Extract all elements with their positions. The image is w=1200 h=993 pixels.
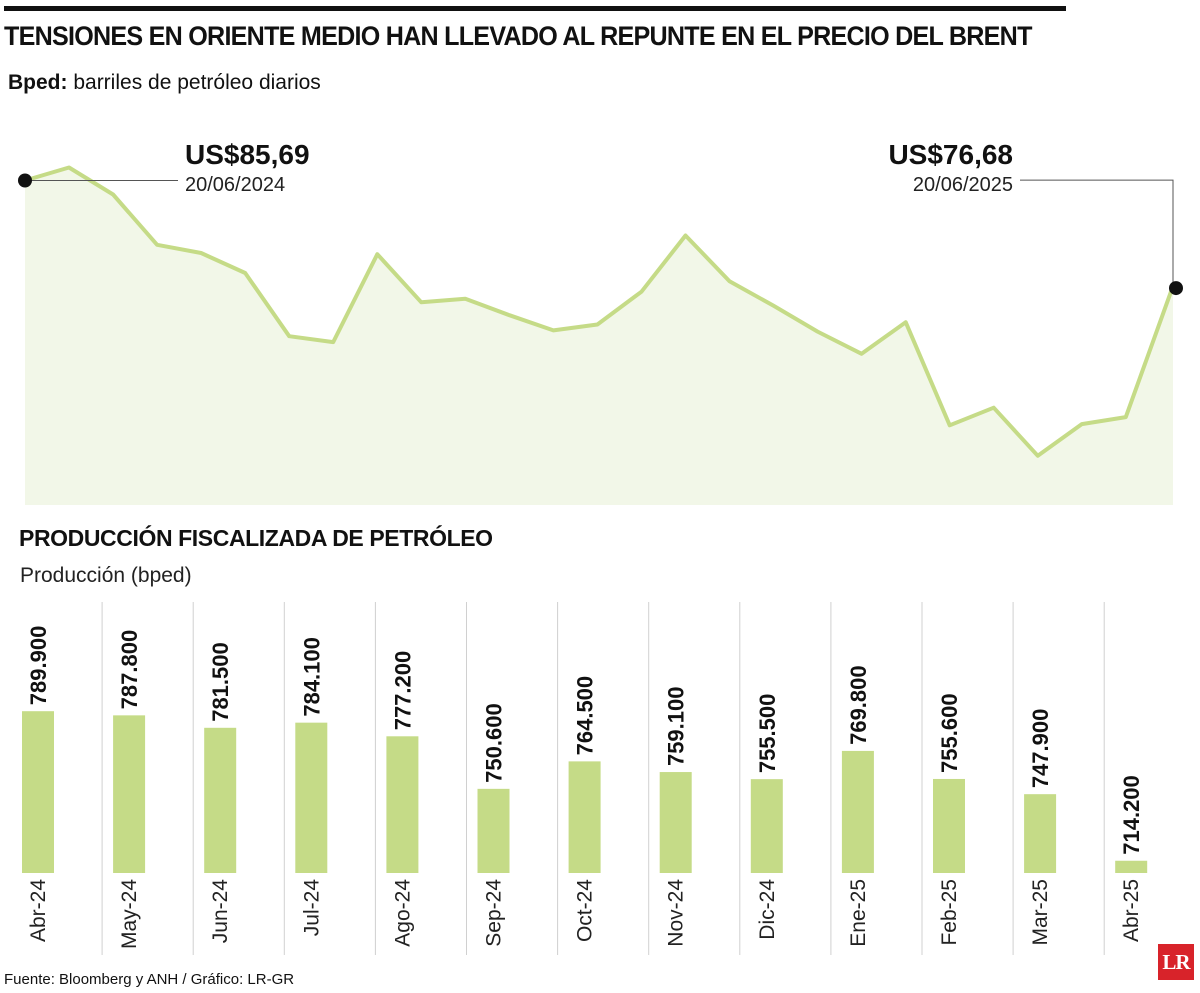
bar-value-label: 755.600 xyxy=(937,693,962,773)
bar-value-label: 784.100 xyxy=(299,637,324,717)
lr-logo: LR xyxy=(1158,944,1194,980)
price-area xyxy=(25,167,1173,505)
end-point xyxy=(1169,281,1183,296)
page-subtitle: Bped: barriles de petróleo diarios xyxy=(8,70,321,96)
bar-nov-24 xyxy=(659,772,692,873)
end-date-label: 20/06/2025 xyxy=(913,174,1013,196)
production-chart-ylabel: Producción (bped) xyxy=(20,564,192,587)
month-label: Mar-25 xyxy=(1029,879,1052,946)
month-label: Ago-24 xyxy=(391,879,414,947)
start-point xyxy=(18,173,32,188)
bar-sep-24 xyxy=(477,788,510,873)
bar-value-label: 714.200 xyxy=(1119,775,1144,855)
bar-mar-25 xyxy=(1024,794,1057,873)
bar-jun-24 xyxy=(204,727,237,873)
brent-price-chart: US$85,69 20/06/2024 US$76,68 20/06/2025 xyxy=(18,139,1183,505)
source-note: Fuente: Bloomberg y ANH / Gráfico: LR-GR xyxy=(4,971,295,988)
month-label: Jun-24 xyxy=(209,879,232,944)
month-label: Jul-24 xyxy=(300,879,323,937)
month-label: Ene-25 xyxy=(847,879,870,947)
bar-value-label: 750.600 xyxy=(482,703,507,783)
month-label: Oct-24 xyxy=(574,879,597,942)
month-label: Sep-24 xyxy=(483,879,506,947)
month-label: Dic-24 xyxy=(756,879,779,940)
bar-value-label: 789.900 xyxy=(26,626,51,706)
month-label: May-24 xyxy=(118,879,141,949)
top-rule xyxy=(4,6,1066,11)
bar-feb-25 xyxy=(933,778,965,873)
bar-may-24 xyxy=(113,715,146,873)
start-date-label: 20/06/2024 xyxy=(185,174,285,196)
bar-ago-24 xyxy=(386,736,419,873)
production-chart-title: PRODUCCIÓN FISCALIZADA DE PETRÓLEO xyxy=(19,525,493,551)
month-label: Abr-25 xyxy=(1120,879,1143,942)
bar-jul-24 xyxy=(295,722,328,873)
end-leader-line xyxy=(1020,179,1174,287)
bar-value-label: 755.500 xyxy=(755,694,780,774)
bar-value-label: 769.800 xyxy=(846,665,871,745)
bar-oct-24 xyxy=(568,761,601,873)
month-label: Abr-24 xyxy=(27,879,50,942)
subtitle-rest: barriles de petróleo diarios xyxy=(67,71,321,94)
bar-value-label: 747.900 xyxy=(1028,709,1053,789)
bar-value-label: 759.100 xyxy=(664,687,689,767)
price-line xyxy=(23,165,1175,458)
bar-abr-25 xyxy=(1115,860,1148,873)
month-label: Nov-24 xyxy=(665,879,688,947)
bar-abr-24 xyxy=(22,711,54,873)
bar-value-label: 781.500 xyxy=(208,642,233,722)
bar-value-label: 777.200 xyxy=(390,651,415,731)
page-title: TENSIONES EN ORIENTE MEDIO HAN LLEVADO A… xyxy=(4,21,1032,51)
bar-value-label: 787.800 xyxy=(117,630,142,710)
bar-value-label: 764.500 xyxy=(573,676,598,756)
month-label: Feb-25 xyxy=(938,879,961,946)
bar-dic-24 xyxy=(750,779,783,873)
start-price-label: US$85,69 xyxy=(185,139,310,170)
subtitle-bold: Bped: xyxy=(8,71,68,94)
end-price-label: US$76,68 xyxy=(888,139,1013,170)
bar-ene-25 xyxy=(841,750,874,873)
